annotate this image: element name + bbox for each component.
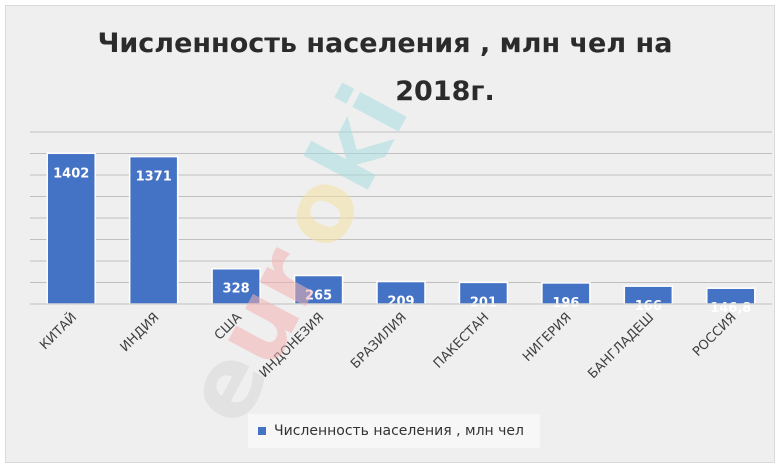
- data-label-6: 201: [470, 295, 497, 310]
- data-label-3: 328: [223, 282, 250, 297]
- legend: Численность населения , млн чел: [248, 414, 540, 448]
- data-label-4: 265: [305, 289, 332, 304]
- bars: [46, 152, 756, 305]
- category-label-7: НИГЕРИЯ: [520, 310, 575, 365]
- data-label-1: 1402: [53, 166, 89, 181]
- category-label-2: ИНДИЯ: [118, 310, 163, 355]
- category-labels: КИТАЙ ИНДИЯ США ИНДОНЕЗИЯ БРАЗИЛИЯ ПАКЕСТАН НИ…: [37, 310, 740, 382]
- chart-title-line-1: Численность населения , млн чел на: [97, 28, 673, 59]
- legend-label: Численность населения , млн чел: [274, 423, 524, 439]
- category-label-3: США: [212, 310, 245, 343]
- data-label-2: 1371: [136, 170, 172, 185]
- bar-3: [211, 267, 261, 305]
- category-label-1: КИТАЙ: [37, 310, 80, 353]
- chart-title-line-2: 2018г.: [395, 76, 495, 107]
- data-label-5: 209: [387, 295, 414, 310]
- category-label-9: РОССИЯ: [690, 310, 739, 359]
- category-label-8: БАНГЛАДЕШ: [585, 310, 657, 382]
- category-label-6: ПАКЕСТАН: [431, 310, 492, 371]
- chart-title: Численность населения , млн чел на 2018г…: [0, 20, 770, 116]
- data-label-7: 196: [552, 296, 579, 311]
- data-label-9: 146,8: [710, 301, 751, 316]
- bar-1: [46, 152, 96, 305]
- category-label-5: БРАЗИЛИЯ: [348, 310, 410, 372]
- legend-swatch: [258, 427, 266, 435]
- data-label-8: 166: [635, 299, 662, 314]
- category-label-4: ИНДОНЕЗИЯ: [257, 310, 328, 381]
- bar-2: [128, 155, 179, 305]
- data-labels: 1402 1371 328 265 209 201 196 166 146,8: [53, 166, 751, 316]
